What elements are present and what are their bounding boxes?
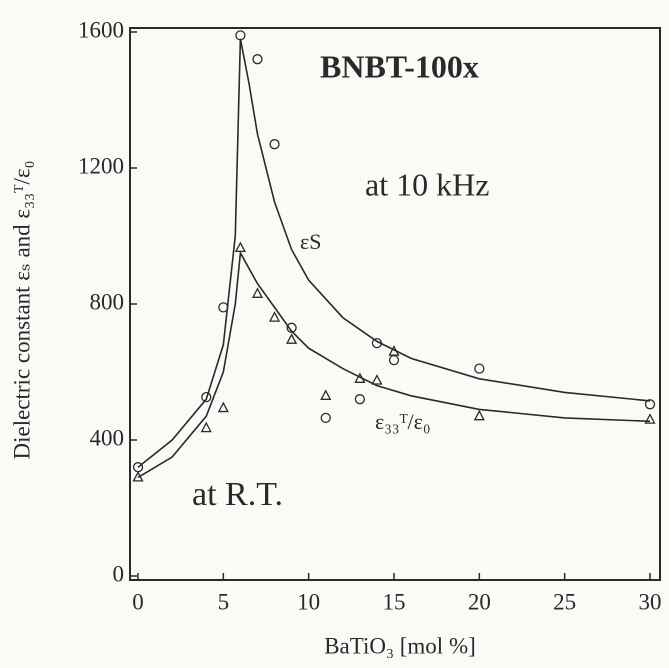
circle-point <box>235 30 246 41</box>
annotation: at 10 kHz <box>365 166 489 202</box>
x-tick-label: 25 <box>553 589 576 614</box>
circle-point <box>388 354 400 366</box>
triangle-point <box>251 287 264 298</box>
triangle-point <box>644 413 656 424</box>
y-axis-label: Dielectric constant εₛ and ε₃₃ᵀ/ε₀ <box>9 160 34 459</box>
x-tick-label: 10 <box>297 589 320 614</box>
x-tick-label: 5 <box>218 589 230 614</box>
circle-point <box>320 412 331 424</box>
curve-label: εS <box>300 229 321 254</box>
fit-curve <box>137 250 651 479</box>
circle-point <box>354 394 366 405</box>
x-tick-label: 15 <box>383 589 406 614</box>
y-tick-label: 1200 <box>78 153 124 178</box>
triangle-point <box>371 374 383 385</box>
triangle-point <box>217 401 229 413</box>
triangle-point <box>268 311 281 322</box>
triangle-point <box>200 421 212 433</box>
fit-curve <box>137 38 651 468</box>
circle-point <box>201 392 212 403</box>
y-tick-label: 400 <box>90 425 125 450</box>
y-tick-label: 800 <box>90 289 125 314</box>
triangle-point <box>473 409 485 421</box>
y-tick-label: 0 <box>113 561 125 586</box>
x-tick-label: 30 <box>639 589 662 614</box>
triangle-point <box>320 389 332 400</box>
annotation: at R.T. <box>192 476 283 513</box>
circle-point <box>644 399 656 410</box>
x-tick-label: 0 <box>132 589 144 614</box>
y-tick-label: 1600 <box>78 17 124 42</box>
x-tick-label: 20 <box>468 589 491 614</box>
triangle-point <box>234 241 246 253</box>
curve-label: ε₃₃ᵀ/ε₀ <box>375 409 431 434</box>
triangle-point <box>286 333 298 344</box>
annotation: BNBT-100x <box>320 48 479 84</box>
x-axis-label: BaTiO₃ [mol %] <box>324 633 476 658</box>
circle-point <box>269 139 280 150</box>
circle-point <box>252 54 263 65</box>
circle-point <box>474 363 485 374</box>
